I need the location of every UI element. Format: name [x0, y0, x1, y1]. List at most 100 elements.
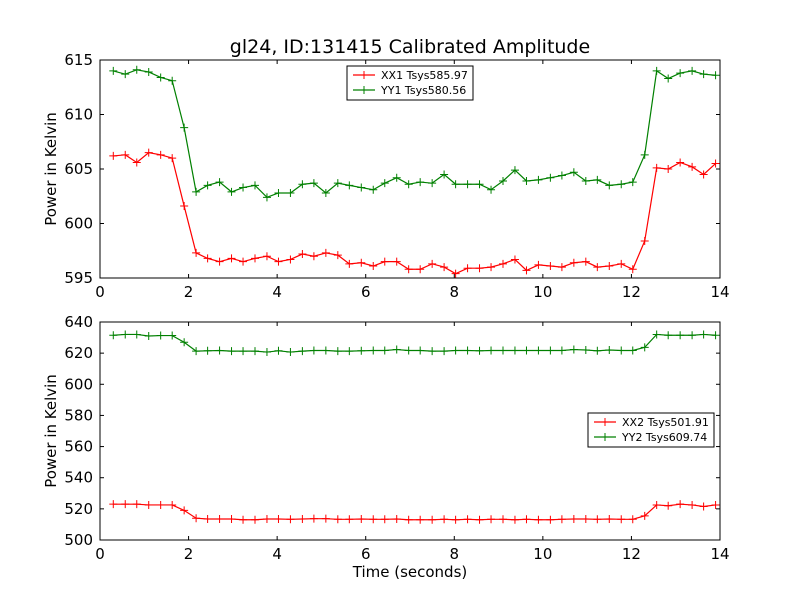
data-point — [428, 259, 437, 268]
data-point — [121, 150, 130, 159]
data-point — [664, 501, 673, 510]
data-point — [569, 168, 578, 177]
y-tick-label: 580 — [64, 406, 93, 424]
data-point — [345, 347, 354, 356]
data-point — [298, 180, 307, 189]
x-tick-label: 0 — [95, 545, 105, 563]
series-1 — [109, 500, 720, 524]
data-point — [605, 181, 614, 190]
series-line — [113, 333, 716, 353]
data-point — [192, 187, 201, 196]
data-point — [416, 346, 425, 355]
y-tick-label: 615 — [64, 51, 93, 69]
data-point — [652, 66, 661, 75]
data-point — [132, 158, 141, 167]
data-point — [144, 148, 153, 157]
data-point — [203, 346, 212, 355]
data-point — [156, 73, 165, 82]
x-tick-label: 6 — [361, 283, 371, 301]
data-point — [251, 254, 259, 263]
data-point — [664, 165, 673, 173]
data-point — [227, 347, 236, 356]
x-axis-label: Time (seconds) — [352, 563, 468, 581]
data-point — [168, 154, 177, 163]
data-point — [557, 346, 566, 355]
data-point — [475, 346, 484, 355]
x-tick-label: 10 — [533, 545, 552, 563]
series-line — [113, 69, 716, 199]
data-point — [546, 173, 555, 182]
legend-label: XX1 Tsys585.97 — [381, 69, 468, 82]
data-point — [557, 171, 566, 180]
data-point — [593, 175, 602, 184]
data-point — [699, 330, 708, 339]
legend: XX2 Tsys501.91 YY2 Tsys609.74 — [587, 412, 715, 448]
data-point — [605, 514, 614, 523]
data-point — [569, 345, 578, 354]
data-point — [534, 515, 543, 524]
data-point — [440, 170, 449, 179]
data-point — [534, 175, 543, 184]
data-point — [109, 500, 118, 509]
data-point — [522, 346, 531, 355]
series-line — [113, 503, 716, 521]
data-point — [274, 188, 283, 197]
data-point — [628, 346, 637, 355]
data-point — [652, 500, 661, 509]
data-point — [440, 515, 449, 524]
data-point — [109, 331, 118, 340]
data-point — [109, 151, 118, 160]
data-point — [333, 347, 342, 356]
data-point — [676, 331, 685, 340]
data-point — [581, 514, 590, 523]
x-tick-label: 4 — [272, 283, 282, 301]
data-point — [357, 514, 366, 523]
data-point — [109, 66, 118, 75]
data-point — [274, 257, 283, 266]
data-point — [499, 346, 507, 355]
data-point — [404, 346, 413, 355]
data-point — [581, 257, 590, 266]
x-tick-label: 4 — [272, 545, 282, 563]
data-point — [121, 70, 130, 79]
data-point — [180, 202, 189, 211]
data-point — [380, 257, 389, 266]
data-point — [132, 500, 141, 509]
data-point — [298, 250, 307, 259]
data-point — [251, 347, 259, 356]
data-point — [499, 259, 507, 268]
data-point — [688, 331, 697, 340]
data-point — [298, 347, 307, 356]
data-point — [203, 181, 212, 190]
data-point — [192, 347, 201, 356]
data-point — [428, 179, 437, 188]
y-tick-label: 540 — [64, 469, 93, 487]
data-point — [321, 188, 330, 197]
data-point — [440, 263, 449, 272]
data-point — [534, 346, 543, 355]
series-1 — [109, 148, 720, 278]
data-point — [321, 346, 330, 355]
data-point — [321, 248, 330, 257]
legend-marker — [360, 71, 368, 79]
x-tick-label: 8 — [450, 283, 460, 301]
data-point — [416, 265, 425, 274]
data-point — [546, 346, 555, 355]
data-point — [581, 346, 590, 355]
data-point — [215, 346, 224, 355]
data-point — [392, 345, 401, 354]
chart-title: gl24, ID:131415 Calibrated Amplitude — [230, 36, 590, 58]
data-point — [357, 346, 366, 355]
data-point — [522, 176, 531, 185]
y-tick-label: 600 — [64, 215, 93, 233]
data-point — [404, 265, 413, 274]
data-point — [215, 257, 224, 266]
data-point — [676, 69, 685, 78]
x-tick-label: 0 — [95, 283, 105, 301]
data-point — [404, 180, 413, 189]
axes-frame — [99, 321, 721, 541]
x-tick-label: 6 — [361, 545, 371, 563]
data-point — [510, 255, 519, 264]
bottom-subplot: 0 2 4 6 8 10 12 14 500 520 540 560 580 600 620 640 Power… — [42, 313, 730, 581]
